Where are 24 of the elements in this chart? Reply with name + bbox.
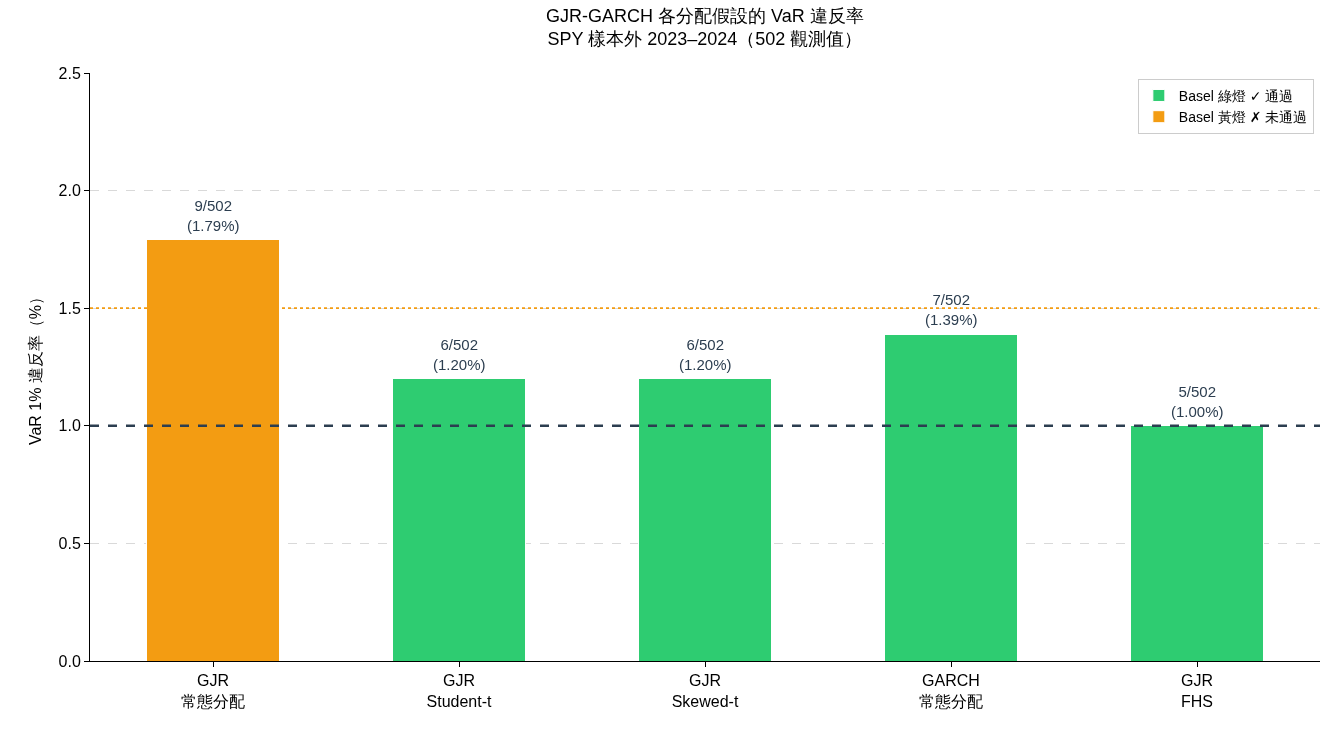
x-tick-label: GJR 常態分配 <box>181 672 245 710</box>
bar <box>884 333 1018 661</box>
legend-label: Basel 黃燈 ✗ 未通過 <box>1178 109 1308 126</box>
bar <box>392 378 526 661</box>
data-label: 7/502 (1.39%) <box>925 291 978 328</box>
y-tick-label: 0.5 <box>58 535 81 552</box>
data-label: 9/502 (1.79%) <box>187 197 240 234</box>
y-tick-label: 1.0 <box>58 417 81 435</box>
y-tick-label: 0.0 <box>58 652 81 670</box>
y-axis-title: VaR 1% 違反率（%） <box>27 288 45 446</box>
data-label: 5/502 (1.00%) <box>1171 383 1224 420</box>
x-tick-label: GJR Student-t <box>426 672 493 710</box>
data-label: 6/502 (1.20%) <box>679 336 732 373</box>
chart-title: GJR-GARCH 各分配假設的 VaR 違反率 SPY 樣本外 2023–2024（502 觀測值） <box>546 5 864 50</box>
y-tick-label: 1.5 <box>58 299 81 317</box>
y-tick-label: 2.5 <box>58 64 81 82</box>
x-tick-label: GARCH 常態分配 <box>919 672 983 710</box>
x-tick-label: GJR Skewed-t <box>671 672 739 710</box>
legend-label: Basel 綠燈 ✓ 通過 <box>1178 87 1294 104</box>
bar <box>1130 425 1264 661</box>
x-tick-label: GJR FHS <box>1181 672 1213 710</box>
data-label: 6/502 (1.20%) <box>433 336 486 373</box>
y-tick-label: 2.0 <box>58 182 81 200</box>
bar <box>638 378 772 661</box>
